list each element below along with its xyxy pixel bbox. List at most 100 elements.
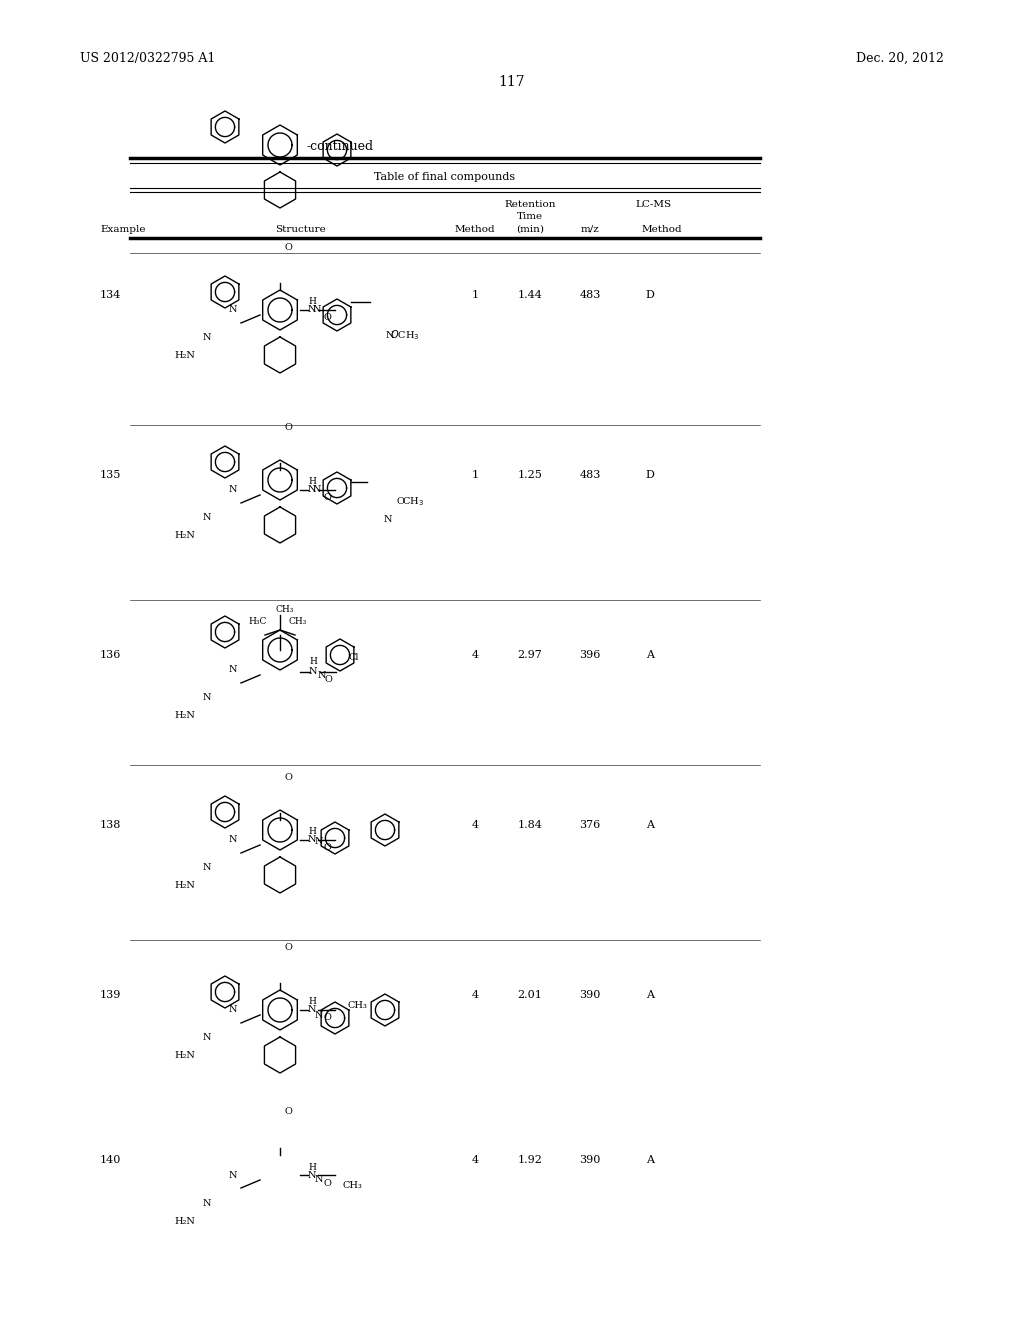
Text: 1.92: 1.92 [517, 1155, 543, 1166]
Text: 483: 483 [580, 470, 601, 480]
Text: H: H [308, 478, 316, 487]
Text: Example: Example [100, 224, 145, 234]
Text: 135: 135 [100, 470, 122, 480]
Text: LC-MS: LC-MS [635, 201, 671, 209]
Text: O: O [284, 942, 292, 952]
Text: O: O [323, 1179, 331, 1188]
Text: N: N [312, 305, 322, 314]
Text: O: O [284, 243, 292, 252]
Text: H₂N: H₂N [174, 532, 195, 540]
Text: O: O [323, 1014, 331, 1023]
Text: N: N [314, 1011, 324, 1019]
Text: O: O [284, 1107, 292, 1117]
Text: 1.25: 1.25 [517, 470, 543, 480]
Text: 376: 376 [580, 820, 601, 830]
Text: Dec. 20, 2012: Dec. 20, 2012 [856, 51, 944, 65]
Text: O: O [396, 498, 403, 507]
Text: N: N [384, 516, 392, 524]
Text: N: N [308, 1006, 316, 1015]
Text: N: N [312, 486, 322, 495]
Text: 1: 1 [471, 470, 478, 480]
Text: H: H [308, 828, 316, 837]
Text: Table of final compounds: Table of final compounds [375, 172, 515, 182]
Text: 1.44: 1.44 [517, 290, 543, 300]
Text: N: N [314, 837, 324, 846]
Text: N: N [203, 1034, 211, 1043]
Text: $O$CH$_3$: $O$CH$_3$ [390, 329, 420, 342]
Text: H₂N: H₂N [174, 882, 195, 891]
Text: H: H [309, 657, 317, 667]
Text: 139: 139 [100, 990, 122, 1001]
Text: N: N [228, 836, 238, 845]
Text: N: N [203, 513, 211, 523]
Text: 4: 4 [471, 820, 478, 830]
Text: O: O [323, 843, 331, 853]
Text: H₂N: H₂N [174, 1217, 195, 1225]
Text: m/z: m/z [581, 224, 599, 234]
Text: 136: 136 [100, 649, 122, 660]
Text: 4: 4 [471, 649, 478, 660]
Text: 117: 117 [499, 75, 525, 88]
Text: A: A [646, 990, 654, 1001]
Text: N: N [309, 668, 317, 676]
Text: 390: 390 [580, 990, 601, 1001]
Text: O: O [284, 422, 292, 432]
Text: H₃C: H₃C [249, 618, 267, 627]
Text: -continued: -continued [306, 140, 374, 153]
Text: Method: Method [642, 224, 683, 234]
Text: H: H [308, 998, 316, 1006]
Text: N: N [228, 1171, 238, 1180]
Text: Cl: Cl [349, 652, 359, 661]
Text: N: N [317, 671, 327, 680]
Text: A: A [646, 1155, 654, 1166]
Text: N: N [203, 863, 211, 873]
Text: N: N [314, 1176, 324, 1184]
Text: N: N [308, 1171, 316, 1180]
Text: D: D [645, 290, 654, 300]
Text: N: N [308, 836, 316, 845]
Text: 2.01: 2.01 [517, 990, 543, 1001]
Text: O: O [323, 314, 331, 322]
Text: Structure: Structure [274, 224, 326, 234]
Text: 1: 1 [471, 290, 478, 300]
Text: N: N [228, 1006, 238, 1015]
Text: 140: 140 [100, 1155, 122, 1166]
Text: 2.97: 2.97 [517, 649, 543, 660]
Text: N: N [203, 334, 211, 342]
Text: A: A [646, 820, 654, 830]
Text: CH₃: CH₃ [289, 618, 307, 627]
Text: 1.84: 1.84 [517, 820, 543, 830]
Text: CH₃: CH₃ [342, 1180, 361, 1189]
Text: 4: 4 [471, 1155, 478, 1166]
Text: 138: 138 [100, 820, 122, 830]
Text: N: N [228, 665, 238, 675]
Text: N: N [308, 486, 316, 495]
Text: H₂N: H₂N [174, 1052, 195, 1060]
Text: O: O [284, 772, 292, 781]
Text: CH$_3$: CH$_3$ [402, 495, 424, 508]
Text: N: N [203, 693, 211, 702]
Text: H₂N: H₂N [174, 351, 195, 360]
Text: 134: 134 [100, 290, 122, 300]
Text: A: A [646, 649, 654, 660]
Text: H: H [308, 297, 316, 306]
Text: O: O [323, 494, 331, 503]
Text: N: N [228, 486, 238, 495]
Text: CH₃: CH₃ [275, 606, 294, 615]
Text: 4: 4 [471, 990, 478, 1001]
Text: US 2012/0322795 A1: US 2012/0322795 A1 [80, 51, 215, 65]
Text: Retention: Retention [504, 201, 556, 209]
Text: N: N [386, 330, 394, 339]
Text: H: H [308, 1163, 316, 1172]
Text: Method: Method [455, 224, 496, 234]
Text: N: N [228, 305, 238, 314]
Text: Time: Time [517, 213, 543, 220]
Text: (min): (min) [516, 224, 544, 234]
Text: D: D [645, 470, 654, 480]
Text: N: N [308, 305, 316, 314]
Text: O: O [324, 676, 332, 685]
Text: N: N [203, 1199, 211, 1208]
Text: CH₃: CH₃ [347, 1001, 367, 1010]
Text: 483: 483 [580, 290, 601, 300]
Text: 390: 390 [580, 1155, 601, 1166]
